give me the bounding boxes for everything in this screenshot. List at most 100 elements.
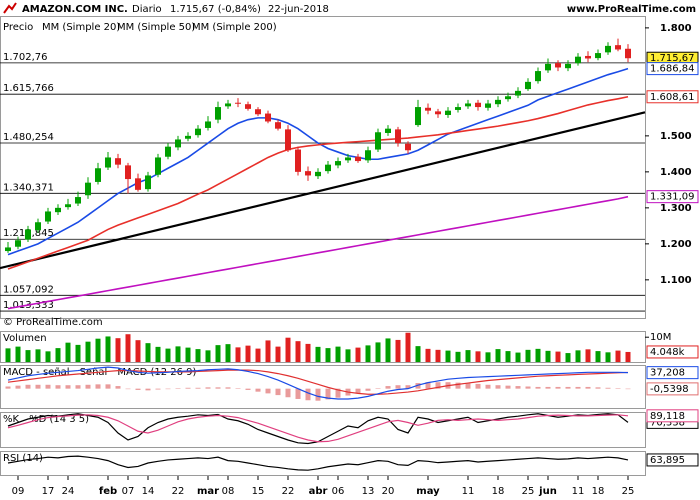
candle-body: [615, 45, 621, 50]
legend-entry: MM (Simple 50): [117, 22, 195, 33]
volume-bar: [515, 352, 521, 362]
candle-body: [335, 161, 341, 166]
panel-frame: [0, 365, 646, 409]
volume-bar: [145, 343, 151, 362]
candle-body: [345, 157, 351, 161]
moving-average: [7, 95, 629, 270]
volume-bar: [15, 346, 21, 362]
panel-legend: RSI (14): [3, 453, 43, 464]
volume-bar: [215, 345, 221, 362]
indicator-line: [7, 455, 629, 471]
x-tick-label: 14: [142, 486, 155, 497]
candle-body: [405, 143, 411, 151]
value-tag: [646, 345, 699, 359]
volume-bar: [605, 352, 611, 362]
x-tick-label: 13: [362, 486, 375, 497]
histogram-bar: [385, 386, 391, 389]
volume-bar: [415, 346, 421, 362]
histogram-bar: [355, 388, 361, 394]
value-tag-label: 70,338: [650, 417, 685, 428]
volume-bar: [315, 346, 321, 362]
candle-body: [625, 48, 631, 59]
indicator-line: [7, 366, 629, 400]
histogram-bar: [415, 383, 421, 389]
x-tick-label: 09: [12, 486, 25, 497]
volume-bar: [335, 346, 341, 362]
value-tag: [646, 90, 699, 104]
candle-body: [135, 178, 141, 190]
volume-bar: [115, 338, 121, 362]
volume-bar: [265, 340, 271, 362]
x-tick-label: may: [416, 486, 440, 497]
volume-bar: [125, 334, 131, 362]
histogram-bar: [215, 387, 221, 389]
volume-bar: [295, 341, 301, 362]
candle-body: [195, 128, 201, 136]
volume-bar: [45, 351, 51, 362]
candle-body: [455, 107, 461, 110]
volume-bar: [525, 349, 531, 362]
value-tag: [646, 382, 699, 396]
volume-bar: [175, 346, 181, 362]
x-tick-label: 06: [332, 486, 345, 497]
volume-bar: [285, 337, 291, 362]
volume-bar: [105, 336, 111, 362]
value-tag: [646, 453, 699, 467]
volume-bar: [25, 350, 31, 362]
candle-body: [155, 157, 161, 175]
histogram-bar: [625, 388, 631, 390]
indicator-line: [7, 413, 629, 445]
volume-bar: [85, 341, 91, 362]
volume-bar: [385, 338, 391, 362]
candle-body: [245, 104, 251, 109]
level-label: 1.615,766: [3, 83, 54, 94]
candle-body: [435, 111, 441, 115]
trendline: [0, 111, 646, 270]
volume-bar: [75, 344, 81, 362]
volume-bar: [615, 350, 621, 362]
histogram-bar: [485, 384, 491, 389]
candle-body: [225, 103, 231, 107]
value-tag-label: 1.608,61: [650, 92, 695, 103]
y-tick-label: 1.500: [660, 131, 692, 142]
candle-body: [325, 164, 331, 172]
histogram-bar: [105, 384, 111, 389]
volume-bar: [165, 348, 171, 362]
volume-bar: [275, 346, 281, 362]
volume-bar: [195, 349, 201, 362]
moving-average: [7, 195, 629, 310]
candle-body: [585, 55, 591, 59]
histogram-bar: [325, 388, 331, 400]
histogram-bar: [175, 388, 181, 389]
histogram-bar: [235, 388, 241, 389]
value-tag-label: 89,118: [650, 411, 685, 422]
volume-bar: [375, 342, 381, 362]
panel-frame: [0, 412, 646, 448]
value-tag-label: 1.331,09: [650, 192, 695, 203]
volume-bar: [455, 351, 461, 362]
volume-bar: [445, 350, 451, 362]
volume-bar: [595, 351, 601, 362]
histogram-bar: [295, 388, 301, 399]
candle-body: [595, 53, 601, 59]
histogram-bar: [75, 385, 81, 389]
x-tick-label: 11: [462, 486, 475, 497]
x-tick-label: 25: [522, 486, 535, 497]
level-label: 1.480,254: [3, 132, 54, 143]
volume-bar: [545, 350, 551, 362]
candle-body: [365, 150, 371, 161]
period: Diario: [132, 4, 162, 15]
candle-body: [415, 107, 421, 126]
histogram-bar: [515, 386, 521, 389]
histogram-bar: [275, 388, 281, 396]
candle-body: [255, 109, 261, 115]
level-label: 1.340,371: [3, 182, 54, 193]
x-tick-label: 08: [222, 486, 235, 497]
histogram-bar: [285, 388, 291, 398]
title: AMAZON.COM INC.: [22, 4, 128, 15]
y-tick-label: 1.400: [660, 167, 692, 178]
volume-bar: [95, 338, 101, 362]
x-tick-label: 15: [252, 486, 265, 497]
value-tag-label: 1.686,84: [650, 64, 695, 75]
x-tick-label: jun: [538, 486, 557, 497]
